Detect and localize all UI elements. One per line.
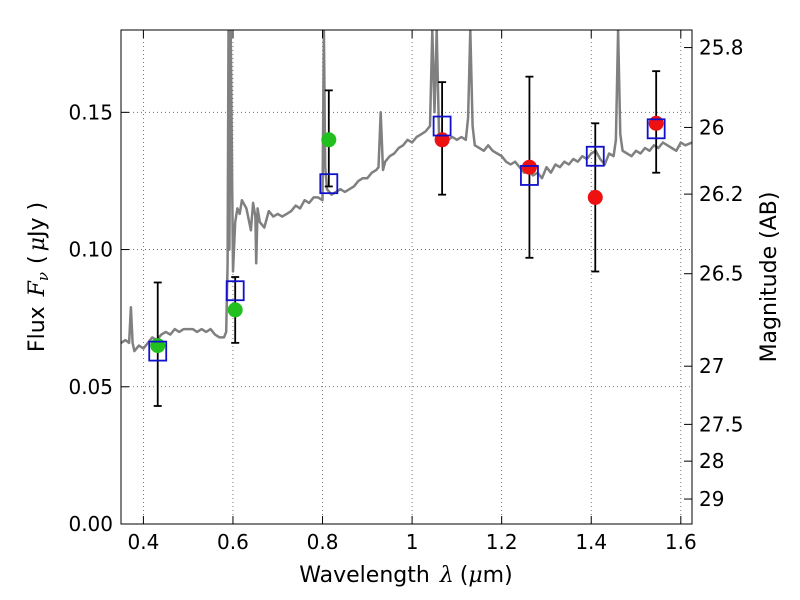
spectrum-line — [121, 30, 692, 353]
model-box-1 — [225, 280, 245, 302]
y-axis-label: Flux Fν ( μJy ) — [25, 202, 52, 352]
x-tick-label-6: 1.6 — [665, 530, 697, 554]
y-axis-ticks: 0.00 0.05 0.10 0.15 — [68, 100, 129, 536]
y2-tick-label-6: 28 — [699, 449, 724, 473]
x-tick-label-1: 0.6 — [217, 530, 249, 554]
y2-tick-label-7: 29 — [699, 487, 724, 511]
y-tick-label-1: 0.05 — [68, 375, 113, 399]
model-box-5 — [585, 145, 605, 167]
y2-tick-label-2: 26.2 — [699, 182, 744, 206]
y-axis-label-unit-mu: μ — [25, 237, 50, 251]
x-axis-ticks: 0.4 0.6 0.8 1 1.2 1.4 1.6 — [127, 30, 697, 554]
y2-tick-label-4: 27 — [699, 354, 724, 378]
x-tick-label-5: 1.4 — [575, 530, 607, 554]
y2-tick-label-5: 27.5 — [699, 412, 744, 436]
x-axis-label-unit-mu: μ — [468, 563, 482, 588]
model-box-3 — [432, 115, 452, 137]
y-tick-label-0: 0.00 — [68, 512, 113, 536]
model-boxes — [148, 115, 666, 362]
x-axis-label-unit-open: ( — [460, 563, 469, 588]
y2-tick-label-0: 25.8 — [699, 36, 744, 60]
model-box-4 — [520, 165, 539, 186]
y2-tick-label-3: 26.5 — [699, 262, 744, 286]
x-tick-label-3: 1 — [406, 530, 419, 554]
red-data-point-3 — [648, 115, 664, 131]
x-tick-label-2: 0.8 — [307, 530, 339, 554]
green-data-point-0 — [150, 338, 166, 354]
model-box-6 — [646, 118, 666, 140]
y-axis-label-subscript: ν — [34, 272, 52, 281]
green-data-point-1 — [227, 302, 243, 318]
x-tick-label-0: 0.4 — [127, 530, 159, 554]
spectrum-series — [121, 30, 692, 353]
red-data-point-1 — [521, 159, 537, 175]
plot-frame — [120, 29, 693, 525]
green-data-point-2 — [321, 132, 337, 148]
y-axis-label-unit-open: ( — [25, 255, 50, 264]
x-axis-label-symbol: λ — [439, 563, 454, 588]
model-box-0 — [148, 340, 168, 362]
y2-axis-label: Magnitude (AB) — [757, 192, 782, 363]
y-axis-label-unit-rest: Jy ) — [25, 202, 50, 239]
y-axis-label-text: Flux — [25, 306, 50, 352]
x-axis-label: Wavelength λ (μm) — [299, 563, 512, 588]
y-tick-label-3: 0.15 — [68, 100, 113, 124]
y-tick-label-2: 0.10 — [68, 238, 113, 262]
y-axis-label-symbol: F — [25, 280, 50, 297]
x-tick-label-4: 1.2 — [486, 530, 518, 554]
y2-axis-ticks: 25.8 26 26.2 26.5 27 27.5 28 29 — [684, 36, 744, 511]
y2-tick-label-1: 26 — [699, 115, 724, 139]
x-axis-label-unit-rest: m) — [483, 563, 513, 588]
red-data-point-2 — [587, 189, 603, 205]
model-box-2 — [319, 173, 339, 195]
red-data-point-0 — [434, 132, 450, 148]
x-axis-label-text: Wavelength — [299, 563, 430, 588]
